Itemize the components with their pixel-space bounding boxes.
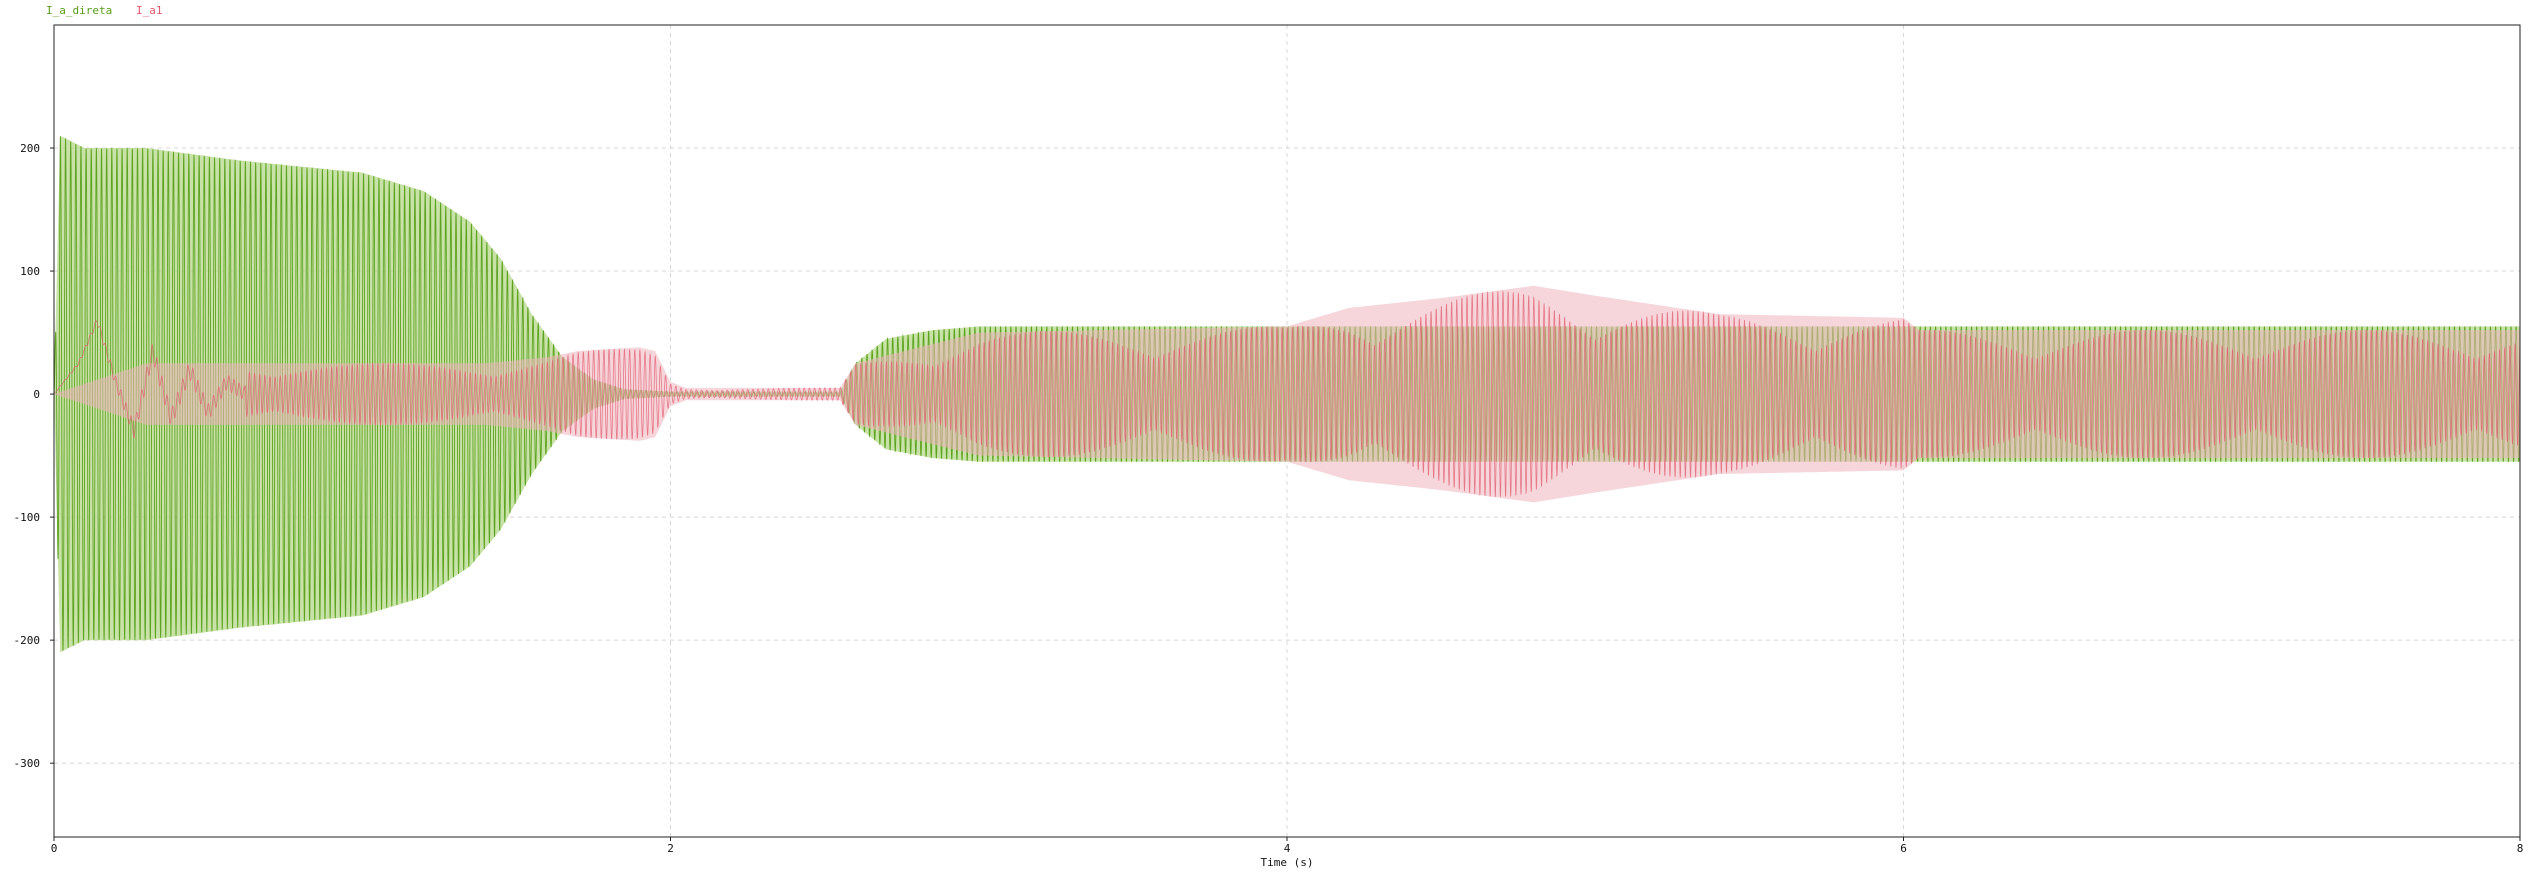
y-tick-label: -100 [14, 511, 41, 524]
series-layer [53, 135, 2521, 653]
legend-item-i-a1: I_a1 [136, 4, 163, 17]
x-axis-title: Time (s) [1261, 856, 1314, 869]
x-tick-label: 2 [667, 842, 674, 855]
y-tick-label: 0 [33, 388, 40, 401]
y-tick-label: 100 [20, 265, 40, 278]
x-tick-label: 8 [2517, 842, 2524, 855]
y-tick-label: -200 [14, 634, 41, 647]
series-line-i-a1 [53, 290, 2521, 498]
x-tick-label: 4 [1284, 842, 1291, 855]
x-tick-label: 0 [51, 842, 58, 855]
y-tick-label: -300 [14, 757, 41, 770]
y-tick-label: 200 [20, 142, 40, 155]
legend-item-i-a-direta: I_a_direta [46, 4, 113, 17]
ticks: 0 2 4 6 8 -300 -200 -100 0 100 200 [14, 142, 2524, 855]
x-tick-label: 6 [1900, 842, 1907, 855]
